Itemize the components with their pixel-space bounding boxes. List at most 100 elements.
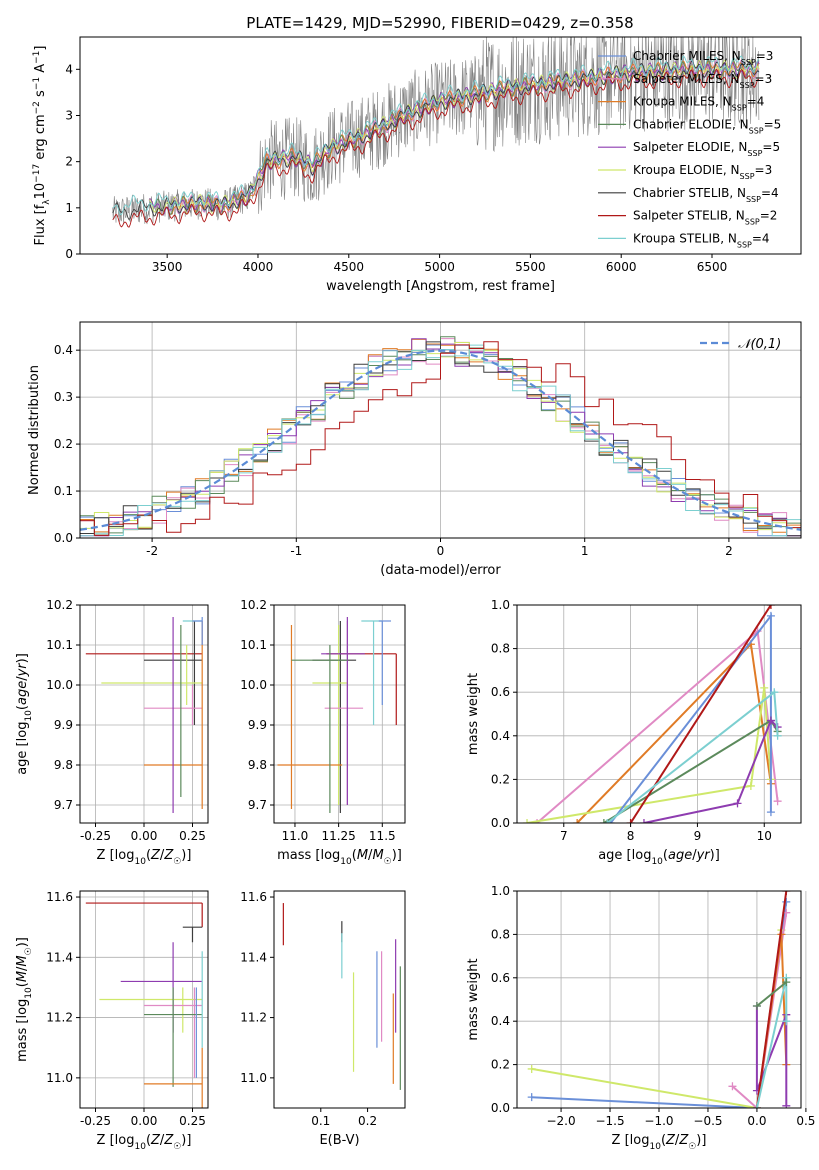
- x-tick-label: 7: [560, 829, 568, 843]
- y-tick-label: 9.9: [54, 718, 73, 732]
- y-tick-label: 0.4: [54, 343, 73, 357]
- weight-marker: [766, 808, 775, 817]
- x-tick-label: 0.00: [131, 829, 158, 843]
- x-tick-label: 2: [725, 544, 733, 558]
- y-tick-label: 0.0: [54, 531, 73, 545]
- legend-entry-normal: 𝒩(0,1): [738, 337, 781, 352]
- x-tick-label: -1: [290, 544, 302, 558]
- y-tick-label: 10.1: [240, 638, 267, 652]
- legend-entry: Salpeter ELODIE, NSSP=5: [633, 140, 780, 158]
- y-tick-label: 0: [65, 247, 73, 261]
- histogram-chabrier_stelib: [80, 341, 801, 537]
- y-tick-label: 9.8: [248, 758, 267, 772]
- spectrum-frame: [79, 36, 802, 255]
- weight-line-chabrier_elodie: [756, 981, 787, 1007]
- x-tick-label: 9: [694, 829, 702, 843]
- x-tick-label: 0.0: [747, 1114, 766, 1128]
- residuals-plot-area: [80, 336, 801, 537]
- y-tick-label: 0.2: [54, 437, 73, 451]
- age_weight-plot-area: [523, 605, 782, 823]
- y-tick-label: 11.0: [240, 1071, 267, 1085]
- z-mass-y-label: mass [log10(M/M☉)]: [15, 937, 34, 1062]
- y-tick-label: 11.4: [240, 950, 267, 964]
- mass_age-plot-area: [277, 617, 397, 813]
- weight-marker: [766, 611, 775, 620]
- residuals-x-label: (data-model)/error: [380, 563, 501, 578]
- x-tick-label: 0.25: [179, 1114, 206, 1128]
- z_weight-frame: [516, 890, 802, 1109]
- z_weight-axes: −2.0 −1.5 −1.0 −0.5 0.0 0.5 0.0 0.2 0.4 0.6 0.8 1.0…: [466, 884, 815, 1152]
- weight-marker: [782, 897, 791, 906]
- ebv_mass-frame: [273, 890, 406, 1109]
- x-tick-label: 11.25: [321, 829, 355, 843]
- x-tick-label: 4000: [243, 260, 274, 274]
- x-tick-label: 6000: [606, 260, 637, 274]
- y-tick-label: 11.4: [46, 950, 73, 964]
- spectrum-plot-area: [112, 37, 760, 228]
- y-tick-label: 10.1: [46, 638, 73, 652]
- y-tick-label: 0.6: [491, 971, 510, 985]
- legend-entry: Chabrier STELIB, NSSP=4: [633, 186, 779, 204]
- weight-marker: [773, 797, 782, 806]
- residuals-y-label: Normed distribution: [27, 365, 42, 495]
- weight-marker: [782, 1101, 791, 1108]
- legend-entry: Salpeter STELIB, NSSP=2: [633, 209, 777, 227]
- spectrum-model-salpeter_stelib: [112, 68, 760, 228]
- residuals-axes: -2 -1 0 1 2 0.0 0.1 0.2 0.3 0.4 (data-model)/error…: [27, 321, 802, 578]
- weight-marker: [527, 1064, 536, 1073]
- legend-entry: Kroupa ELODIE, NSSP=3: [633, 163, 772, 181]
- y-tick-label: 0.2: [491, 1058, 510, 1072]
- x-tick-label: -0.25: [80, 1114, 111, 1128]
- x-tick-label: 11.5: [369, 829, 396, 843]
- weight-marker: [573, 819, 582, 823]
- y-tick-label: 2: [65, 155, 73, 169]
- x-tick-label: 0.5: [796, 1114, 815, 1128]
- z_mass-plot-area: [85, 902, 203, 1108]
- weight-line-salpeter_stelib: [755, 891, 788, 1108]
- y-tick-label: 1: [65, 201, 73, 215]
- weight-marker: [728, 1082, 737, 1091]
- age_weight-frame: [516, 604, 802, 824]
- y-tick-label: 10.2: [240, 598, 267, 612]
- x-tick-label: 1: [581, 544, 589, 558]
- legend-entry: Chabrier MILES, NSSP=3: [633, 49, 773, 67]
- x-tick-label: 0.1: [311, 1114, 330, 1128]
- x-tick-label: 5500: [515, 260, 546, 274]
- weight-marker: [599, 819, 608, 823]
- weight-marker: [766, 716, 775, 725]
- legend-entry: Kroupa STELIB, NSSP=4: [633, 231, 770, 249]
- y-tick-label: 10.2: [46, 598, 73, 612]
- age_weight-y-label: mass weight: [466, 673, 481, 755]
- spectrum-model-kroupa_miles: [170, 60, 760, 215]
- x-tick-label: 6500: [697, 260, 728, 274]
- histogram-chabrier_miles: [80, 344, 801, 537]
- y-tick-label: 0.2: [491, 772, 510, 786]
- ebv_mass-axes: 0.1 0.2 11.0 11.2 11.4 11.6 E(B-V): [240, 890, 406, 1148]
- y-tick-label: 9.8: [54, 758, 73, 772]
- y-tick-label: 3: [65, 108, 73, 122]
- weight-marker: [626, 819, 635, 823]
- y-tick-label: 0.3: [54, 390, 73, 404]
- x-tick-label: −2.0: [546, 1114, 575, 1128]
- y-tick-label: 9.7: [248, 798, 267, 812]
- x-tick-label: 0.2: [358, 1114, 377, 1128]
- residuals-frame: [79, 321, 802, 539]
- weight-marker: [733, 799, 742, 808]
- x-tick-label: 8: [627, 829, 635, 843]
- y-tick-label: 4: [65, 62, 73, 76]
- y-tick-label: 0.4: [491, 1014, 510, 1028]
- weight-marker: [639, 819, 648, 823]
- y-tick-label: 11.0: [46, 1071, 73, 1085]
- z_age-frame: [79, 604, 209, 824]
- normal-curve: [80, 349, 801, 531]
- z-weight-x-label: Z [log10(Z/Z☉)]: [612, 1133, 707, 1152]
- spectrum-x-label: wavelength [Angstrom, rest frame]: [326, 279, 555, 294]
- x-tick-label: 4500: [334, 260, 365, 274]
- z-age-x-label: Z [log10(Z/Z☉)]: [97, 848, 192, 867]
- y-tick-label: 11.2: [46, 1011, 73, 1025]
- weight-line-salpeter_elodie: [643, 718, 779, 823]
- mass_age-axes: 11.0 11.25 11.5 9.7 9.8 9.9 10.0 10.1 10.2 mass […: [240, 598, 406, 867]
- spectrum-model-salpeter_elodie: [148, 60, 760, 216]
- mass_age-frame: [273, 604, 406, 824]
